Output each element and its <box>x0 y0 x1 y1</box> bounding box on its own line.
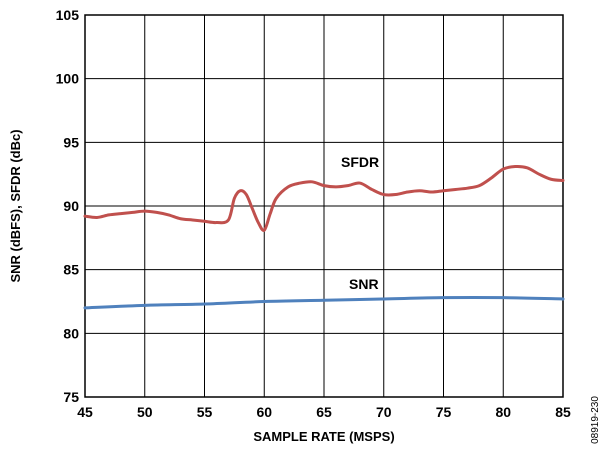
y-tick-label: 80 <box>63 325 79 341</box>
series-line-snr <box>83 296 565 310</box>
figure-id: 08919-230 <box>590 396 601 444</box>
series-line-sfdr <box>83 164 565 232</box>
x-tick-label: 80 <box>495 404 511 420</box>
series-label-sfdr: SFDR <box>341 154 379 170</box>
x-tick-label: 70 <box>376 404 392 420</box>
x-tick-label: 85 <box>555 404 571 420</box>
x-tick-label: 65 <box>316 404 332 420</box>
x-tick-label: 55 <box>197 404 213 420</box>
y-tick-labels: 75 80 85 90 95 100 105 <box>56 7 80 405</box>
x-tick-label: 45 <box>77 404 93 420</box>
series-label-snr: SNR <box>349 276 379 292</box>
y-axis-title: SNR (dBFS), SFDR (dBc) <box>8 129 23 282</box>
series-layer <box>83 164 565 310</box>
y-tick-label: 75 <box>63 389 79 405</box>
y-tick-label: 100 <box>56 71 80 87</box>
grid <box>85 15 563 397</box>
x-tick-label: 60 <box>256 404 272 420</box>
y-tick-label: 85 <box>63 262 79 278</box>
x-tick-labels: 45 50 55 60 65 70 75 80 85 <box>77 404 571 420</box>
y-tick-label: 105 <box>56 7 80 23</box>
x-axis-title: SAMPLE RATE (MSPS) <box>253 429 394 444</box>
x-tick-label: 75 <box>436 404 452 420</box>
y-tick-label: 90 <box>63 198 79 214</box>
y-tick-label: 95 <box>63 134 79 150</box>
x-tick-label: 50 <box>137 404 153 420</box>
